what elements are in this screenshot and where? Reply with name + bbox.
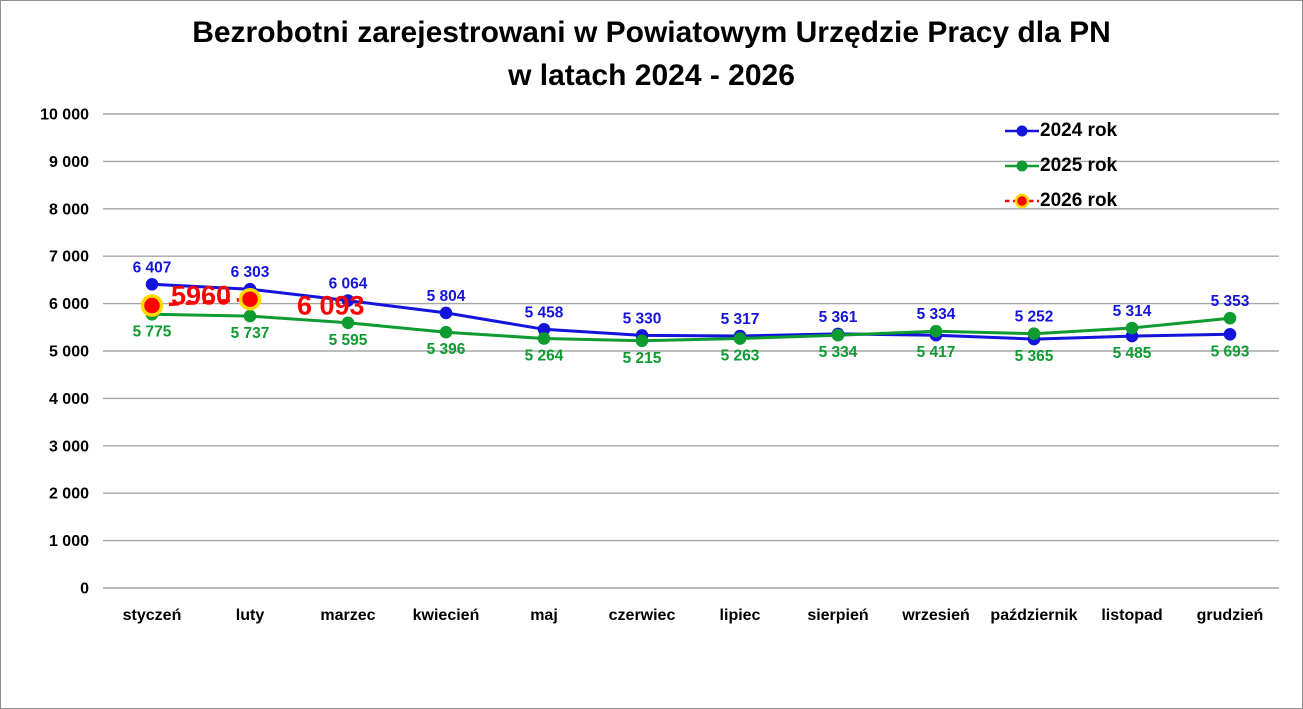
series-line-2025-rok xyxy=(151,312,1231,343)
data-point xyxy=(145,278,159,291)
data-point xyxy=(1223,311,1237,325)
data-point xyxy=(439,306,453,320)
data-label: 5 317 xyxy=(721,311,760,328)
legend-line-marker-2025-icon xyxy=(1005,160,1039,171)
x-tick-label: październik xyxy=(990,607,1077,624)
data-label-2026: 6 093 xyxy=(297,291,365,321)
data-point xyxy=(238,287,262,311)
legend: 2024 rok 2025 rok 2026 rok xyxy=(1005,113,1117,218)
data-point xyxy=(1027,327,1041,341)
data-point xyxy=(929,324,943,338)
legend-item-2026: 2026 rok xyxy=(1005,183,1117,218)
data-label: 5 314 xyxy=(1113,303,1152,320)
data-label: 6 303 xyxy=(231,264,270,281)
y-tick-label: 8 000 xyxy=(49,201,89,218)
data-label: 5 330 xyxy=(623,310,662,327)
x-tick-label: lipiec xyxy=(720,607,761,624)
x-tick-label: styczeń xyxy=(123,607,182,624)
x-tick-label: sierpień xyxy=(807,607,868,624)
data-label: 5 334 xyxy=(819,344,858,361)
x-tick-label: wrzesień xyxy=(901,607,970,624)
series-line-2024-rok xyxy=(151,282,1231,341)
chart-title-line2: w latach 2024 - 2026 xyxy=(508,59,795,92)
data-point xyxy=(733,332,747,345)
data-point xyxy=(243,309,257,323)
y-tick-label: 4 000 xyxy=(49,391,89,408)
x-tick-label: marzec xyxy=(320,607,375,624)
data-label: 5 361 xyxy=(819,309,858,326)
y-tick-label: 6 000 xyxy=(49,296,89,313)
legend-label-2024: 2024 rok xyxy=(1040,119,1118,141)
data-label: 5 595 xyxy=(329,332,368,349)
x-tick-label: listopad xyxy=(1101,607,1162,624)
y-tick-label: 5 000 xyxy=(49,344,89,361)
data-point xyxy=(341,316,355,330)
data-label: 5 396 xyxy=(427,341,466,358)
data-label: 5 804 xyxy=(427,288,466,305)
data-label: 5 264 xyxy=(525,348,564,365)
data-label: 5 775 xyxy=(133,323,172,340)
legend-item-2025: 2025 rok xyxy=(1005,148,1117,183)
data-point xyxy=(635,334,649,348)
data-label: 5 737 xyxy=(231,325,270,342)
chart-title: Bezrobotni zarejestrowani w Powiatowym U… xyxy=(1,11,1302,97)
data-label-2026: 5960 xyxy=(171,280,231,310)
y-tick-label: 1 000 xyxy=(49,533,89,550)
data-label: 6 407 xyxy=(133,259,172,276)
x-tick-label: maj xyxy=(530,607,558,624)
x-tick-label: grudzień xyxy=(1197,607,1264,624)
data-label: 5 417 xyxy=(917,344,956,361)
data-point xyxy=(537,323,551,336)
y-tick-label: 7 000 xyxy=(49,249,89,266)
y-tick-label: 9 000 xyxy=(49,154,89,171)
legend-line-marker-2026-icon xyxy=(1005,193,1039,208)
data-label: 5 458 xyxy=(525,304,564,321)
data-point xyxy=(140,294,164,317)
legend-line-marker-2024-icon xyxy=(1005,125,1039,136)
legend-label-2025: 2025 rok xyxy=(1040,154,1118,176)
x-tick-label: luty xyxy=(236,607,265,624)
legend-item-2024: 2024 rok xyxy=(1005,113,1117,148)
x-tick-label: kwiecień xyxy=(413,607,480,624)
data-point xyxy=(537,332,551,345)
y-tick-label: 10 000 xyxy=(40,107,89,124)
data-point xyxy=(439,325,453,339)
data-point xyxy=(1223,328,1237,341)
data-label: 5 252 xyxy=(1015,309,1054,326)
chart-title-line1: Bezrobotni zarejestrowani w Powiatowym U… xyxy=(192,16,1111,49)
data-label: 6 064 xyxy=(329,276,368,293)
x-tick-label: czerwiec xyxy=(609,607,676,624)
data-point xyxy=(341,294,355,307)
y-tick-label: 0 xyxy=(80,581,89,598)
y-tick-label: 2 000 xyxy=(49,486,89,503)
data-label: 5 485 xyxy=(1113,345,1152,362)
data-point xyxy=(831,328,845,342)
data-label: 5 365 xyxy=(1015,348,1054,365)
y-tick-label: 3 000 xyxy=(49,438,89,455)
data-label: 5 334 xyxy=(917,306,956,323)
legend-label-2026: 2026 rok xyxy=(1040,189,1118,211)
data-label: 5 215 xyxy=(623,350,662,367)
data-label: 5 353 xyxy=(1211,293,1250,310)
data-label: 5 693 xyxy=(1211,343,1250,360)
data-point xyxy=(1125,321,1139,335)
data-label: 5 263 xyxy=(721,348,760,365)
